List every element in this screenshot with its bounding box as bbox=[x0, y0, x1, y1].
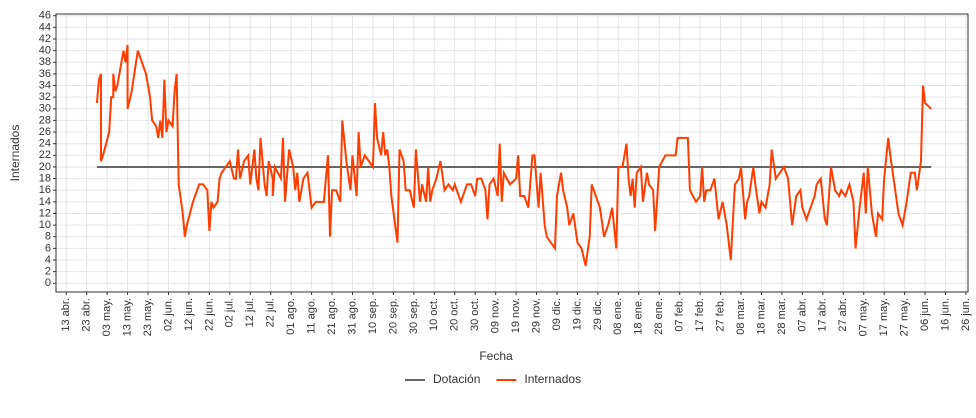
y-tick-label: 16 bbox=[39, 184, 51, 196]
x-tick-label: 16 jun. bbox=[939, 298, 951, 331]
y-tick-label: 12 bbox=[39, 207, 51, 219]
plot-background bbox=[56, 14, 968, 292]
x-tick-label: 22 jun. bbox=[203, 298, 215, 331]
y-tick-label: 10 bbox=[39, 219, 51, 231]
x-tick-label: 29 dic. bbox=[592, 298, 604, 330]
x-tick-label: 18 ene. bbox=[633, 298, 645, 335]
x-tick-label: 07 may. bbox=[858, 298, 870, 336]
y-tick-label: 20 bbox=[39, 161, 51, 173]
x-tick-label: 13 abr. bbox=[60, 298, 72, 332]
plot-border bbox=[55, 13, 969, 293]
x-tick-label: 19 dic. bbox=[571, 298, 583, 330]
x-tick-label: 17 may. bbox=[878, 298, 890, 336]
y-tick-label: 42 bbox=[39, 33, 51, 45]
y-axis-title: Internados bbox=[8, 125, 22, 182]
x-tick-label: 28 mar. bbox=[776, 298, 788, 335]
x-tick-label: 12 jun. bbox=[183, 298, 195, 331]
x-tick-label: 02 jun. bbox=[162, 298, 174, 331]
y-tick-label: 32 bbox=[39, 91, 51, 103]
x-tick-label: 01 ago. bbox=[285, 298, 297, 335]
x-tick-label: 27 abr. bbox=[837, 298, 849, 332]
y-tick-label: 6 bbox=[45, 242, 51, 254]
x-tick-label: 08 mar. bbox=[735, 298, 747, 335]
x-tick-label: 06 jun. bbox=[919, 298, 931, 331]
x-tick-label: 17 abr. bbox=[817, 298, 829, 332]
x-tick-label: 20 oct. bbox=[449, 298, 461, 331]
y-tick-label: 38 bbox=[39, 56, 51, 68]
x-tick-label: 07 abr. bbox=[796, 298, 808, 332]
x-tick-label: 11 ago. bbox=[306, 298, 318, 334]
y-tick-label: 30 bbox=[39, 103, 51, 115]
line bbox=[95, 44, 932, 267]
x-tick-label: 27 may. bbox=[899, 298, 911, 336]
x-tick-label: 12 jul. bbox=[244, 298, 256, 327]
x-tick-label: 13 may. bbox=[121, 298, 133, 336]
y-tick-label: 34 bbox=[39, 79, 51, 91]
x-tick-label: 28 ene. bbox=[653, 298, 665, 335]
y-tick-label: 8 bbox=[45, 231, 51, 243]
x-tick-label: 09 dic. bbox=[551, 298, 563, 330]
x-tick-label: 10 oct. bbox=[428, 298, 440, 331]
x-tick-label: 27 feb. bbox=[714, 298, 726, 332]
legend-label: Internados bbox=[524, 372, 581, 386]
y-tick-label: 26 bbox=[39, 126, 51, 138]
y-tick-label: 24 bbox=[39, 138, 51, 150]
x-tick-label: 30 sep. bbox=[408, 298, 420, 334]
x-tick-label: 26 jun. bbox=[960, 298, 972, 331]
x-tick-label: 03 may. bbox=[101, 298, 113, 336]
y-tick-label: 18 bbox=[39, 172, 51, 184]
x-tick-label: 10 sep. bbox=[367, 298, 379, 334]
x-tick-label: 30 oct. bbox=[469, 298, 481, 331]
y-tick-label: 44 bbox=[39, 21, 51, 33]
x-tick-label: 20 sep. bbox=[387, 298, 399, 334]
x-axis-title: Fecha bbox=[479, 349, 513, 363]
y-tick-label: 0 bbox=[45, 277, 51, 289]
x-tick-label: 21 ago. bbox=[326, 298, 338, 335]
x-tick-label: 23 may. bbox=[142, 298, 154, 336]
x-tick-label: 17 feb. bbox=[694, 298, 706, 332]
x-tick-label: 29 nov. bbox=[530, 298, 542, 333]
x-tick-label: 18 mar. bbox=[755, 298, 767, 335]
y-tick-label: 40 bbox=[39, 45, 51, 57]
y-tick-label: 46 bbox=[39, 10, 51, 22]
x-tick-label: 31 ago. bbox=[346, 298, 358, 335]
y-tick-label: 36 bbox=[39, 68, 51, 80]
x-tick-label: 19 nov. bbox=[510, 298, 522, 333]
y-tick-label: 28 bbox=[39, 114, 51, 126]
x-tick-label: 07 feb. bbox=[674, 298, 686, 332]
y-tick-label: 22 bbox=[39, 149, 51, 161]
legend-label: Dotación bbox=[433, 372, 480, 386]
x-tick-label: 23 abr. bbox=[81, 298, 93, 332]
y-tick-label: 4 bbox=[45, 254, 51, 266]
x-tick-label: 08 ene. bbox=[612, 298, 624, 335]
y-tick-label: 2 bbox=[45, 266, 51, 278]
y-tick-label: 14 bbox=[39, 196, 51, 208]
x-tick-label: 22 jul. bbox=[265, 298, 277, 327]
x-tick-label: 09 nov. bbox=[490, 298, 502, 333]
x-tick-label: 02 jul. bbox=[224, 298, 236, 327]
